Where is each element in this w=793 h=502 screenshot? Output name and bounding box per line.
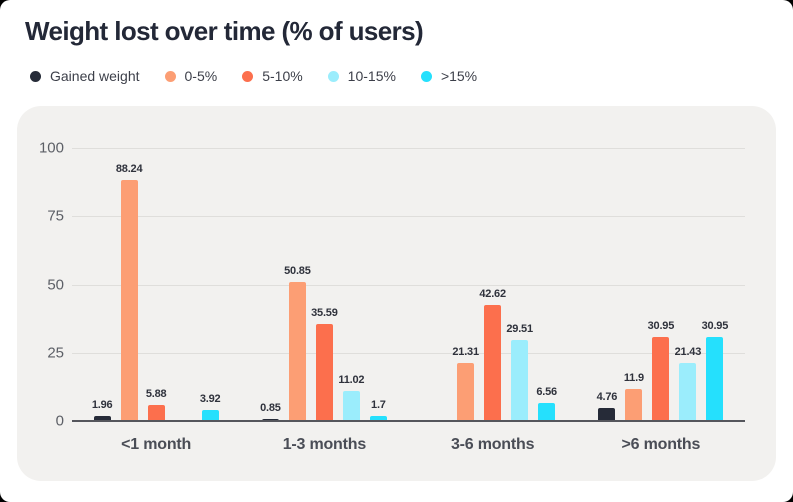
y-tick-label: 100 [38,139,64,157]
plot-card: 0 25 50 75 100 1.96 88.24 5.88 3.92 0.85 50.85 35.… [17,106,776,481]
bar-slot: 11.9 [623,148,644,421]
value-label: 29.51 [506,323,533,336]
value-label: 11.9 [623,371,644,384]
bar [625,388,643,421]
value-label: 21.31 [452,345,479,358]
value-label: 6.56 [536,386,557,399]
y-tick-label: 50 [47,276,64,293]
value-label: 11.02 [338,373,365,386]
bar-slot [175,148,192,421]
bar-groups: 1.96 88.24 5.88 3.92 0.85 50.85 35.59 11.02 1.7 2… [72,148,745,421]
bar [120,180,138,421]
grid-line [72,352,745,354]
bar [511,340,529,421]
legend-label: 0-5% [184,68,218,84]
y-tick-label: 75 [47,207,64,225]
bar-slot: 1.7 [369,148,387,421]
value-label: 30.95 [701,319,729,332]
bar-slot: 5.88 [145,148,167,421]
bar-slot: 3.92 [199,148,221,421]
bar [288,282,306,421]
legend-item: Gained weight [30,68,140,84]
value-label: 50.85 [284,265,311,278]
bar [147,404,165,421]
x-axis: <1 month 1-3 months 3-6 months >6 months [72,436,745,454]
x-category-label: >6 months [621,436,701,453]
bar-group: 21.31 42.62 29.51 6.56 [409,148,577,421]
bar-slot: 21.43 [675,148,701,421]
legend-item: 5-10% [242,68,303,84]
legend-item: 0-5% [164,68,218,84]
legend: Gained weight 0-5% 5-10% 10-15% >15% [30,68,477,84]
grid-line [72,284,745,286]
bar-slot: 1.96 [91,148,113,421]
bar [457,362,475,421]
bar-slot: 11.02 [338,148,365,421]
bar-slot: 0.85 [260,148,281,421]
bar [706,336,724,421]
x-category-label: <1 month [121,436,192,453]
bar-slot: 4.76 [596,148,618,421]
chart-title: Weight lost over time (% of users) [25,16,424,46]
bar-slot: 88.24 [116,148,143,421]
value-label: 30.95 [647,319,675,332]
bar [342,390,360,421]
legend-dot-icon [242,70,254,82]
bar-group: 1.96 88.24 5.88 3.92 [72,148,240,421]
y-tick-label: 0 [55,412,64,430]
value-label: 42.62 [479,287,506,300]
bar-group: 4.76 11.9 30.95 21.43 30.95 [577,148,745,421]
bar [93,415,111,421]
value-label: 0.85 [260,401,281,414]
bar [679,362,697,421]
bar-slot: 30.95 [702,148,728,421]
value-label: 3.92 [199,393,221,406]
x-axis-line [72,420,745,422]
legend-dot-icon [420,70,432,82]
legend-label: 5-10% [262,68,303,84]
bar [538,403,556,421]
value-label: 88.24 [115,163,143,176]
bar-slot: 35.59 [311,148,338,421]
value-label: 21.43 [674,345,702,358]
bar [315,323,333,421]
bar [201,410,219,421]
value-label: 1.96 [91,398,113,411]
bar [484,304,502,421]
legend-item: >15% [420,68,478,84]
bar-slot: 29.51 [506,148,533,421]
bar-slot: 30.95 [648,148,674,421]
value-label: 1.7 [371,399,386,412]
value-label: 5.88 [145,387,167,400]
bar-slot: 50.85 [284,148,311,421]
grid-line [72,148,745,149]
value-label: 35.59 [311,306,338,319]
legend-item: 10-15% [327,68,396,84]
bar [261,418,279,421]
legend-label: >15% [440,68,478,84]
legend-label: 10-15% [347,68,396,84]
bar-slot: 6.56 [536,148,557,421]
plot-area: 1.96 88.24 5.88 3.92 0.85 50.85 35.59 11.02 1.7 2… [72,148,745,422]
legend-dot-icon [30,70,41,82]
legend-dot-icon [164,70,176,82]
x-category-label: 3-6 months [450,436,535,453]
legend-dot-icon [327,70,339,82]
bar-slot: 42.62 [479,148,506,421]
bar [598,408,616,421]
bar [652,336,670,421]
bar-slot: 21.31 [452,148,479,421]
bar-slot [430,148,447,421]
y-tick-label: 25 [47,344,64,362]
legend-label: Gained weight [50,68,140,84]
bar [369,416,387,421]
grid-line [72,216,745,218]
value-label: 4.76 [596,391,618,404]
bar-group: 0.85 50.85 35.59 11.02 1.7 [240,148,408,421]
x-category-label: 1-3 months [282,436,367,453]
